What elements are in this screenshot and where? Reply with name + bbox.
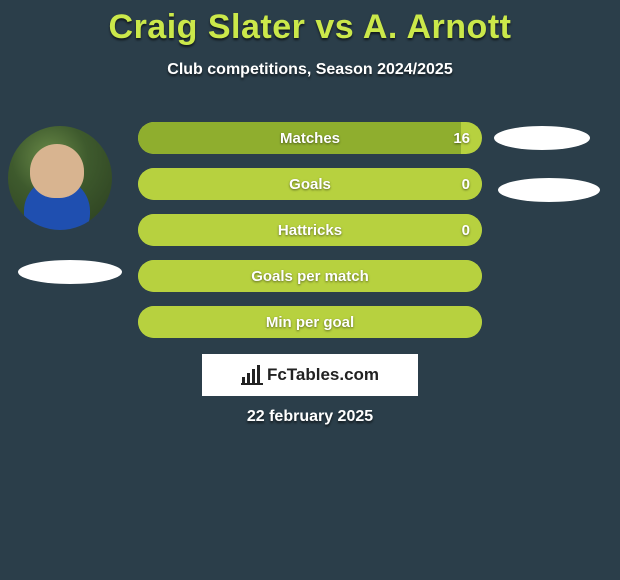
decorative-oval-right-1 [494, 126, 590, 150]
page-subtitle: Club competitions, Season 2024/2025 [0, 61, 620, 79]
decorative-oval-right-2 [498, 178, 600, 202]
stat-bar: Matches 16 [138, 122, 482, 154]
stat-bar-value: 16 [453, 122, 470, 154]
stat-bar-value: 0 [462, 168, 470, 200]
date-label: 22 february 2025 [0, 408, 620, 426]
stat-bar: Goals 0 [138, 168, 482, 200]
stat-bar-fill [138, 214, 482, 246]
stat-bar-value: 0 [462, 214, 470, 246]
stat-bar-fill [138, 306, 482, 338]
stat-bar-fill [138, 122, 461, 154]
stat-bar: Hattricks 0 [138, 214, 482, 246]
player-left-avatar [8, 126, 112, 230]
brand-text: FcTables.com [267, 365, 379, 385]
decorative-oval-left [18, 260, 122, 284]
chart-icon [241, 365, 263, 385]
page-title: Craig Slater vs A. Arnott [0, 0, 620, 47]
brand-badge: FcTables.com [202, 354, 418, 396]
stats-bars: Matches 16 Goals 0 Hattricks 0 Goals per… [138, 122, 482, 352]
stat-bar: Min per goal [138, 306, 482, 338]
stat-bar: Goals per match [138, 260, 482, 292]
stat-bar-fill [138, 260, 482, 292]
stat-bar-fill [138, 168, 482, 200]
